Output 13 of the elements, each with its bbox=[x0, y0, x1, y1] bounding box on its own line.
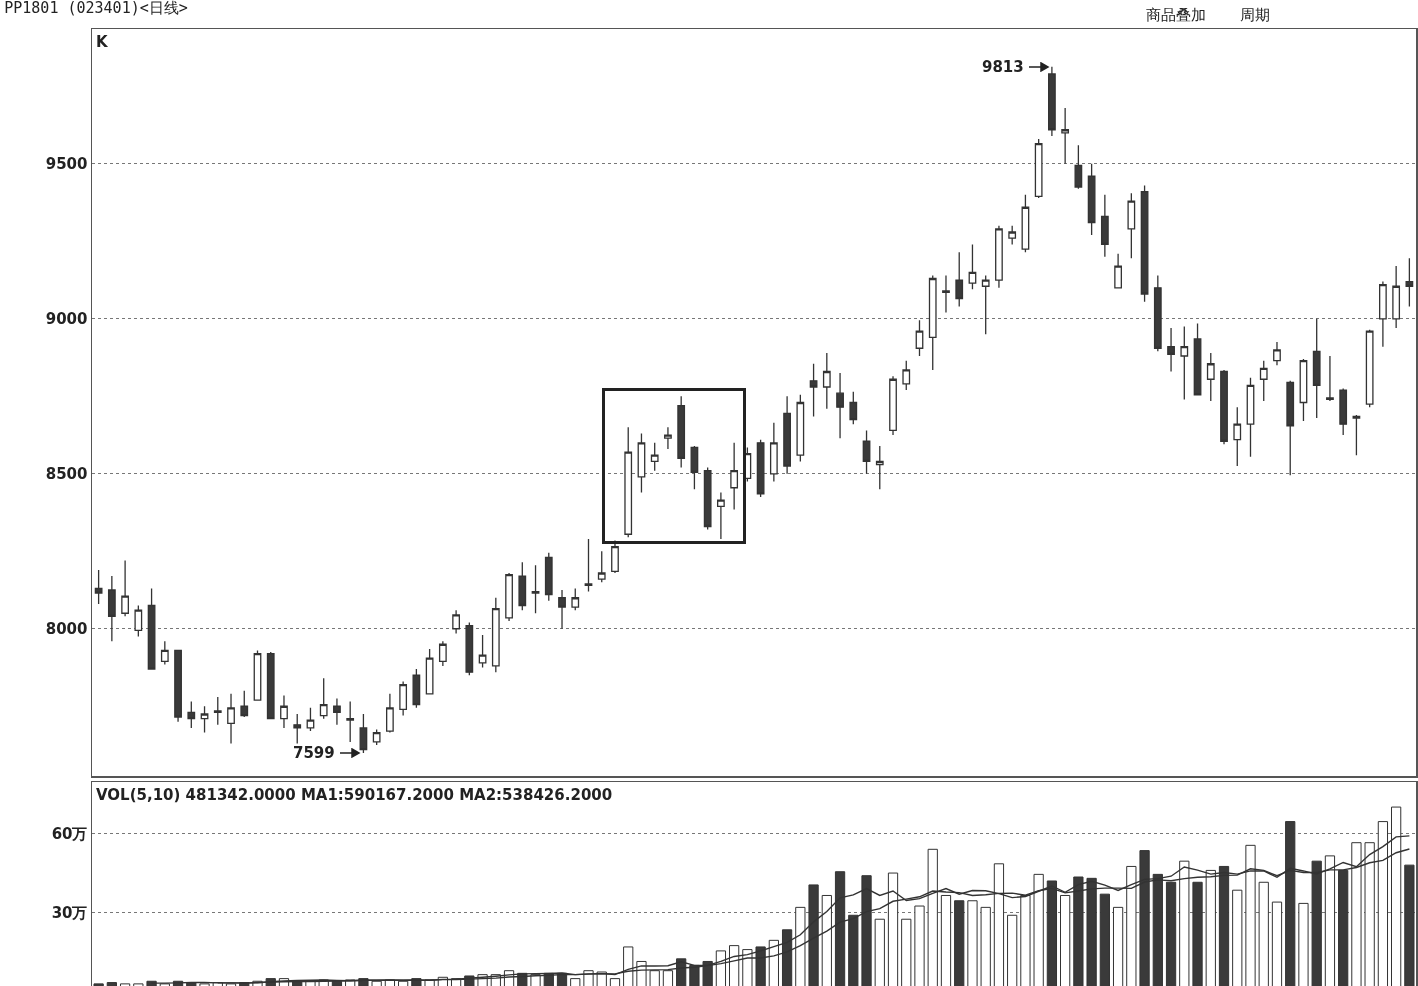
text: 周期 bbox=[1240, 6, 1270, 24]
y-tick-label: 9000 bbox=[45, 310, 88, 329]
y-tick-label: 8500 bbox=[45, 465, 88, 484]
y-tick-label: 9500 bbox=[45, 155, 88, 174]
annotation: K bbox=[96, 33, 109, 51]
text: 商品叠加 bbox=[1146, 6, 1206, 24]
y-tick-label: 30万 bbox=[51, 903, 88, 922]
y-tick-label: 8000 bbox=[45, 620, 88, 639]
y-tick-label: 60万 bbox=[51, 824, 88, 843]
annotation: 9813 bbox=[982, 58, 1024, 76]
annotation: VOL(5,10) 481342.0000 MA1:590167.2000 MA2:538426.2000 bbox=[96, 786, 613, 804]
annotation: 7599 bbox=[293, 744, 335, 762]
chart-title: PP1801 (023401)<日线> bbox=[4, 0, 188, 17]
